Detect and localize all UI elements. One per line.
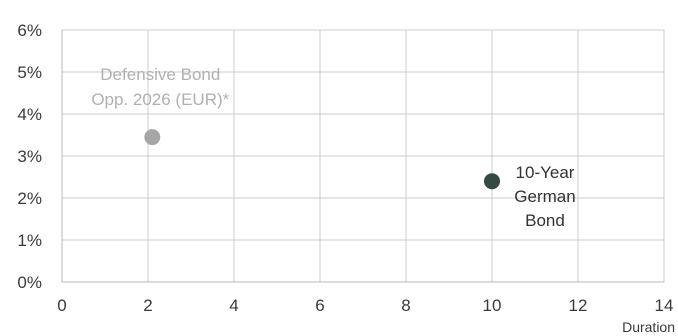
- y-tick-label: 4%: [17, 105, 42, 124]
- point-label: German: [514, 187, 575, 206]
- y-tick-label: 0%: [17, 273, 42, 292]
- point-label: Defensive Bond: [100, 65, 220, 84]
- y-tick-label: 3%: [17, 147, 42, 166]
- x-tick-label: 10: [483, 296, 502, 315]
- y-tick-label: 1%: [17, 231, 42, 250]
- point-label: 10-Year: [516, 163, 575, 182]
- x-tick-label: 4: [229, 296, 238, 315]
- x-tick-label: 14: [655, 296, 674, 315]
- x-axis-label: Duration: [622, 319, 675, 335]
- point-label: Opp. 2026 (EUR)*: [91, 90, 229, 109]
- y-tick-label: 6%: [17, 21, 42, 40]
- point-label: Bond: [525, 211, 565, 230]
- x-tick-label: 6: [315, 296, 324, 315]
- x-tick-label: 12: [569, 296, 588, 315]
- data-point: [144, 129, 161, 146]
- x-tick-label: 2: [143, 296, 152, 315]
- data-point: [484, 173, 500, 190]
- x-tick-label: 8: [401, 296, 410, 315]
- y-tick-label: 2%: [17, 189, 42, 208]
- x-tick-label: 0: [57, 296, 66, 315]
- y-tick-label: 5%: [17, 63, 42, 82]
